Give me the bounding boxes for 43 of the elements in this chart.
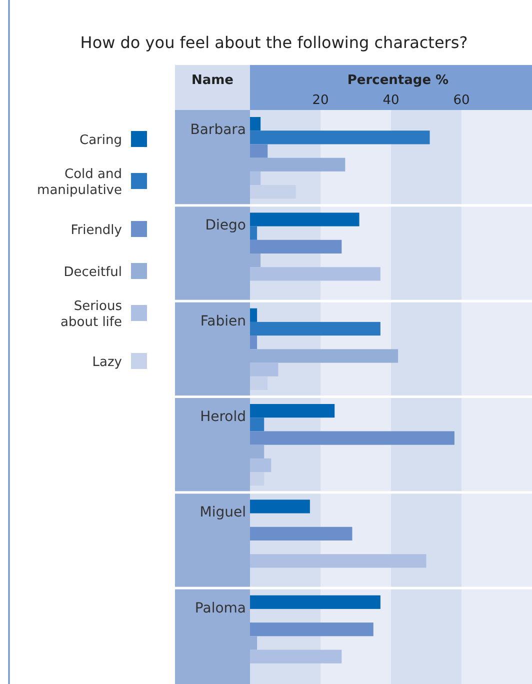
bar [250, 376, 268, 390]
bar [250, 308, 258, 322]
y-axis-title: Name [191, 73, 234, 88]
y-tick-label: Miguel [200, 504, 246, 521]
legend-label: Cold and manipulative [37, 167, 122, 198]
bar [250, 404, 335, 418]
x-tick-label: 40 [382, 93, 400, 108]
bar [250, 226, 258, 240]
y-tick-label: Fabien [200, 313, 246, 330]
legend-label: Lazy [92, 355, 122, 370]
bar [250, 336, 258, 350]
bar [250, 526, 352, 540]
y-tick-label: Barbara [190, 122, 246, 138]
legend-label: Friendly [70, 223, 122, 238]
y-tick-label: Herold [200, 409, 246, 425]
bar [250, 240, 342, 254]
bar [250, 322, 380, 336]
bar [250, 212, 360, 226]
bar [250, 622, 374, 636]
bar [250, 117, 261, 131]
bar [250, 472, 264, 486]
bar [250, 650, 342, 664]
bar [250, 500, 310, 514]
x-axis-title: Percentage % [347, 73, 449, 88]
bar [250, 458, 272, 472]
bar [250, 130, 430, 144]
bar [250, 171, 261, 186]
bar [250, 144, 268, 158]
legend-label: Serious about life [60, 299, 122, 330]
x-tick-label: 60 [453, 93, 470, 108]
bar [250, 554, 426, 568]
bar [250, 595, 380, 609]
bar [250, 267, 380, 281]
chart-title: How do you feel about the following characters? [80, 33, 468, 52]
bar [250, 418, 264, 432]
legend-label: Deceitful [64, 265, 122, 280]
x-tick-label: 20 [312, 93, 329, 108]
legend-label: Caring [80, 133, 122, 148]
bar [250, 431, 454, 445]
bar [250, 362, 278, 376]
y-tick-label: Diego [205, 218, 246, 234]
bar [250, 185, 296, 199]
y-tick-label: Paloma [194, 600, 246, 616]
